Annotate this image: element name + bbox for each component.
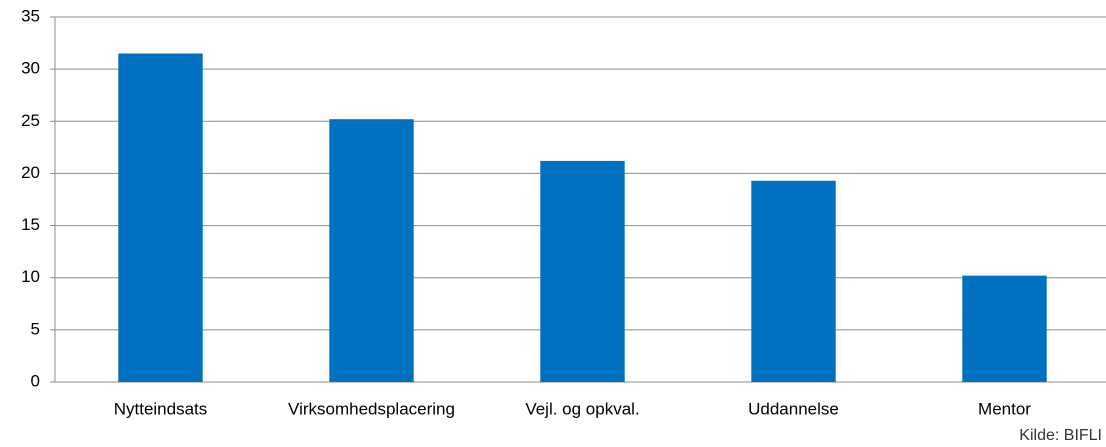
bar [540,160,625,382]
bar [329,119,414,382]
y-tick-label: 5 [31,319,40,338]
y-tick-label: 30 [21,59,40,78]
x-tick-label: Uddannelse [748,399,839,418]
bar [118,53,203,382]
x-tick-label: Mentor [978,399,1031,418]
x-tick-label: Vejl. og opkval. [525,399,639,418]
y-tick-label: 15 [21,215,40,234]
bar [751,180,836,382]
y-tick-label: 35 [21,6,40,25]
x-tick-label: Nytteindsats [114,399,208,418]
y-tick-label: 10 [21,267,40,286]
x-tick-label: Virksomhedsplacering [288,399,455,418]
source-note: Kilde: BIFLI [1019,427,1102,444]
y-tick-label: 20 [21,163,40,182]
y-tick-label: 0 [31,371,40,390]
bar [962,275,1047,382]
y-tick-label: 25 [21,111,40,130]
